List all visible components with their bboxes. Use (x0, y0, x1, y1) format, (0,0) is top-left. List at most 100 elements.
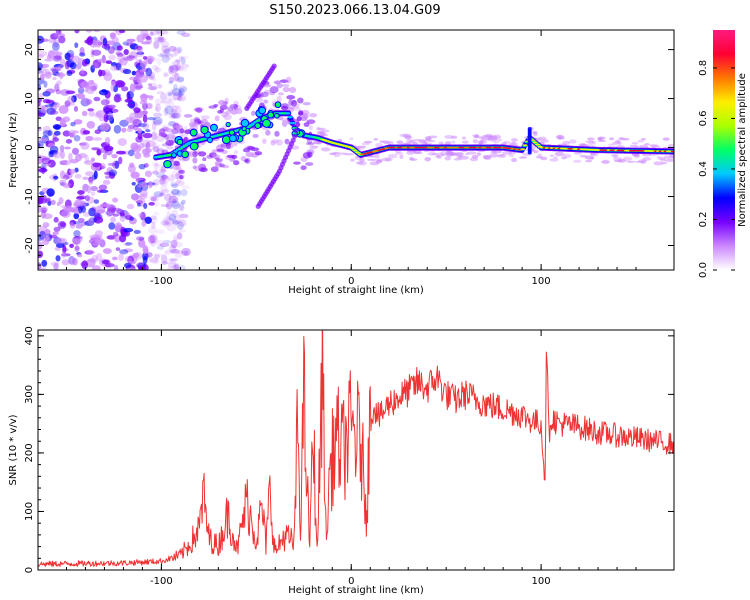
heatmap-cell (157, 131, 166, 137)
heatmap-cell (476, 152, 481, 156)
heatmap-cell (159, 145, 164, 152)
heatmap-cell (445, 151, 454, 154)
heatmap-cell (519, 156, 528, 159)
heatmap-cell (161, 45, 170, 53)
heatmap-cell (38, 138, 49, 142)
heatmap-cell (161, 124, 170, 129)
heatmap-cell (444, 141, 452, 146)
heatmap-cell (310, 145, 319, 148)
heatmap-cell (41, 157, 51, 165)
heatmap-cell (86, 185, 92, 194)
heatmap-cell (157, 53, 165, 57)
heatmap-cell (168, 261, 177, 269)
heatmap-cell (307, 151, 313, 158)
heatmap-cell (320, 129, 330, 133)
heatmap-cell (169, 64, 179, 73)
heatmap-cell (44, 229, 51, 235)
heatmap-cell (122, 68, 132, 75)
heatmap-cell (171, 170, 180, 180)
heatmap-cell (431, 152, 438, 156)
heatmap-cell (165, 96, 172, 105)
heatmap-cell (156, 245, 165, 250)
heatmap-cell (68, 179, 74, 189)
heatmap-cell (149, 258, 159, 264)
colorbar-gradient (713, 30, 735, 270)
heatmap-cell (117, 138, 128, 146)
heatmap-cell (215, 158, 223, 162)
heatmap-cell (49, 145, 59, 153)
heatmap-cell (84, 250, 94, 255)
heatmap-cell (344, 153, 354, 156)
heatmap-cell (236, 108, 243, 115)
heatmap-cell (202, 157, 207, 162)
heatmap-cell (165, 139, 174, 146)
heatmap-cell (175, 250, 185, 254)
heatmap-cell (118, 156, 123, 165)
heatmap-cell (479, 140, 484, 144)
heatmap-cell (289, 86, 297, 94)
heatmap-cell (38, 157, 43, 165)
heatmap-cell (177, 164, 182, 171)
heatmap-cell (168, 76, 175, 83)
heatmap-cell (173, 83, 178, 91)
heatmap-cell (41, 259, 48, 267)
heatmap-cell (154, 257, 160, 265)
heatmap-cell (100, 163, 106, 169)
heatmap-cell (409, 156, 415, 161)
heatmap-cell (91, 265, 101, 270)
heatmap-cell (181, 247, 191, 257)
heatmap-cell (215, 163, 223, 168)
heatmap-cell (138, 239, 146, 248)
heatmap-cell (669, 153, 674, 158)
snr-series-line (38, 330, 674, 567)
snr-panel: -100 0 100 0 100 200 300 400 Height of straight… (8, 326, 675, 596)
heatmap-cell (73, 212, 80, 220)
heatmap-cell (537, 137, 542, 141)
heatmap-cell (78, 87, 83, 91)
heatmap-cell (69, 62, 77, 70)
heatmap-cell (44, 58, 53, 62)
y-tick-label: 0 (24, 144, 35, 150)
heatmap-cell (472, 139, 479, 144)
heatmap-cell (171, 200, 181, 210)
heatmap-cell (585, 140, 595, 143)
heatmap-cell (42, 222, 50, 228)
heatmap-cell (462, 140, 469, 144)
snr-x-axis-label: Height of straight line (km) (288, 585, 424, 596)
heatmap-cell (177, 96, 185, 101)
heatmap-cell (112, 85, 119, 93)
heatmap-cell (131, 70, 137, 76)
heatmap-cell (173, 78, 180, 83)
heatmap-cell (115, 150, 126, 155)
heatmap-cell (55, 242, 65, 248)
heatmap-cell (178, 204, 185, 212)
heatmap-cell (62, 160, 68, 164)
heatmap-cell (48, 234, 58, 239)
heatmap-cell (93, 30, 101, 33)
heatmap-cell (168, 244, 177, 254)
heatmap-cell (285, 76, 292, 84)
heatmap-cell (80, 261, 88, 267)
heatmap-cell (90, 185, 99, 192)
heatmap-cell (275, 139, 283, 146)
heatmap-cell (224, 110, 232, 115)
heatmap-cell (63, 205, 73, 212)
heatmap-cell (59, 150, 65, 160)
heatmap-cell (619, 137, 624, 140)
heatmap-cell (141, 66, 146, 72)
heatmap-cell (597, 137, 602, 141)
heatmap-cell (65, 139, 73, 144)
heatmap-cell (101, 43, 110, 49)
heatmap-cell (154, 98, 162, 105)
heatmap-cell (176, 46, 183, 53)
heatmap-cell (629, 144, 639, 148)
heatmap-cell (180, 189, 188, 197)
heatmap-cell (38, 140, 44, 149)
heatmap-cell (145, 102, 153, 110)
heatmap-cell (108, 169, 118, 177)
heatmap-cell (76, 195, 87, 200)
heatmap-cell (136, 34, 145, 43)
heatmap-cell (81, 260, 89, 270)
heatmap-cell (44, 162, 52, 167)
ridge-cell (228, 134, 237, 143)
